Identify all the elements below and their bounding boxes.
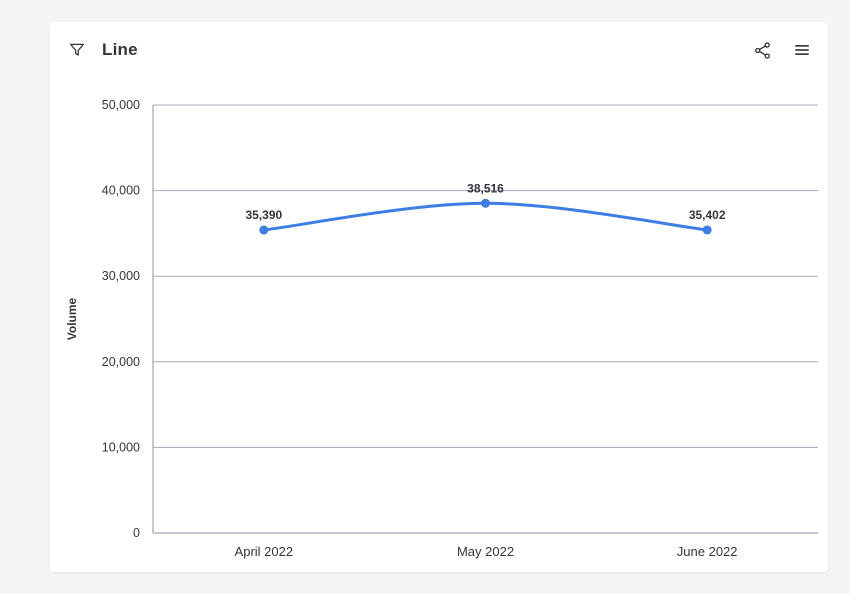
y-axis-title: Volume bbox=[65, 297, 79, 340]
data-point[interactable] bbox=[481, 198, 490, 208]
data-label: 35,390 bbox=[245, 208, 282, 222]
data-label: 38,516 bbox=[467, 181, 504, 195]
data-point[interactable] bbox=[259, 225, 269, 235]
line-chart: 0 10,000 20,000 30,000 40,000 50,000 Volume Apr… bbox=[65, 98, 818, 559]
data-point[interactable] bbox=[702, 225, 712, 235]
chart-header: Line bbox=[50, 22, 828, 78]
y-tick-label: 20,000 bbox=[102, 355, 140, 369]
header-actions bbox=[750, 38, 814, 62]
y-tick-label: 50,000 bbox=[102, 98, 140, 112]
filter-icon[interactable] bbox=[65, 38, 89, 62]
y-tick-label: 10,000 bbox=[102, 440, 140, 454]
x-axis-label: June 2022 bbox=[677, 544, 738, 559]
y-tick-label: 0 bbox=[133, 526, 140, 540]
data-label: 35,402 bbox=[689, 208, 726, 222]
menu-icon[interactable] bbox=[790, 38, 814, 62]
y-tick-label: 40,000 bbox=[102, 184, 140, 198]
chart-card: Line bbox=[50, 22, 828, 572]
x-axis-label: April 2022 bbox=[235, 544, 294, 559]
y-tick-label: 30,000 bbox=[102, 269, 140, 283]
chart-title: Line bbox=[102, 40, 138, 59]
share-icon[interactable] bbox=[750, 38, 774, 62]
x-axis-label: May 2022 bbox=[457, 544, 514, 559]
